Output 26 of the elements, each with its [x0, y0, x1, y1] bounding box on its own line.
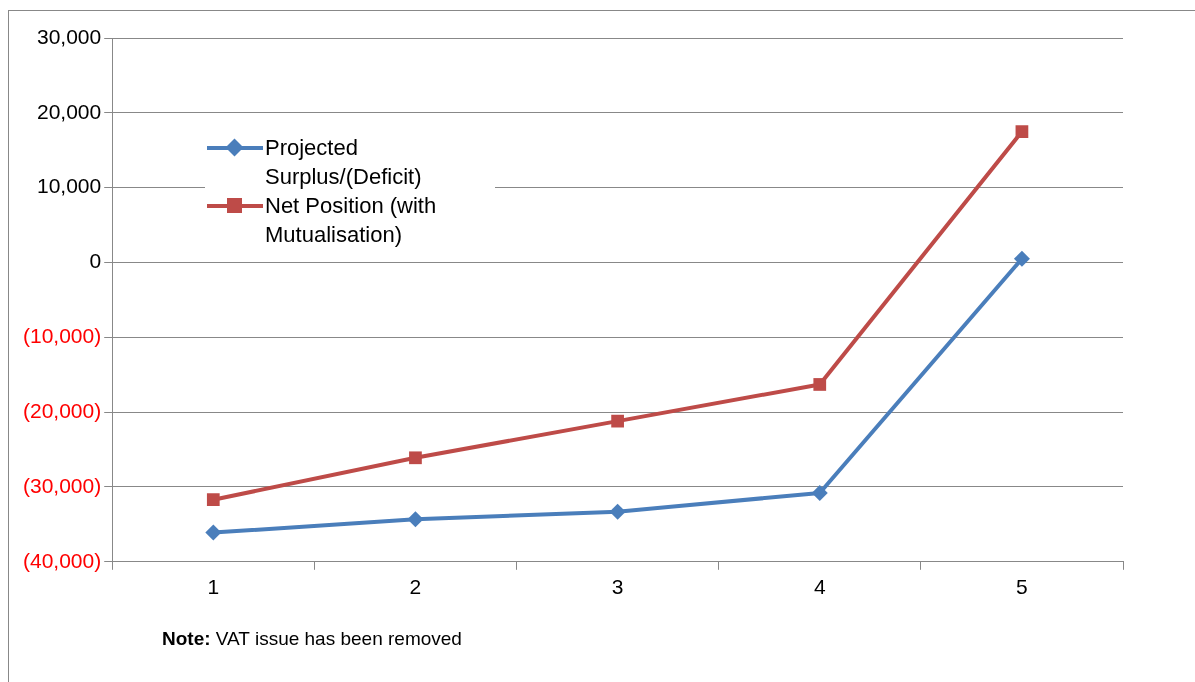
y-tick-label: 30,000	[36, 24, 102, 48]
text: Note: VAT issue has been removed	[162, 628, 462, 650]
y-tick-label: (40,000)	[23, 548, 102, 572]
y-tick-label: 20,000	[36, 99, 102, 123]
x-tick-label: 4	[813, 575, 826, 599]
legend-label: Projected Surplus/(Deficit)	[265, 134, 423, 191]
point	[811, 484, 828, 501]
point	[206, 493, 220, 507]
point	[611, 414, 624, 428]
x-tick-label: 2	[409, 575, 422, 599]
y-tick-label: (10,000)	[23, 324, 102, 348]
point	[1015, 125, 1029, 138]
point	[409, 451, 422, 465]
x-tick-label: 3	[611, 575, 624, 599]
y-tick-label: 10,000	[36, 174, 102, 198]
x-tick-label: 1	[207, 575, 220, 599]
point	[1013, 250, 1030, 267]
point	[609, 503, 626, 520]
x-tick-label: 5	[1016, 575, 1028, 599]
legend-label: Net Position (with Mutualisation)	[265, 192, 438, 249]
point	[813, 378, 827, 391]
y-tick-label: (20,000)	[23, 398, 102, 422]
point	[407, 511, 424, 528]
point	[205, 524, 222, 541]
y-tick-label: 0	[89, 249, 102, 273]
y-tick-label: (30,000)	[23, 473, 102, 497]
